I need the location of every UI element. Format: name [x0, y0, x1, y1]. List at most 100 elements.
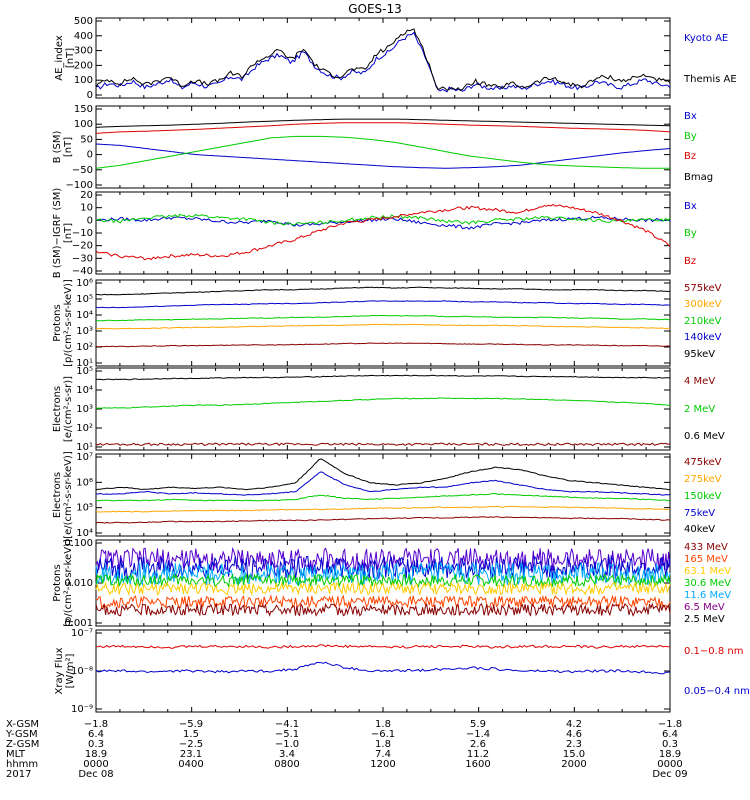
footer-value: 0.3 [88, 739, 104, 750]
series-line-30-6-mev [95, 572, 671, 588]
legend-label: 575keV [684, 283, 722, 294]
panel-frame [95, 105, 671, 189]
y-tick-label: 10⁷ [76, 452, 93, 463]
y-tick-label: 10⁻⁹ [71, 704, 93, 715]
y-axis-label: AE_index [nT] [54, 35, 76, 81]
y-axis-label-line: B (SM) [52, 130, 63, 163]
y-tick-label: 10⁶ [76, 278, 93, 289]
series-line-bx [95, 143, 671, 169]
legend-label: 150keV [684, 491, 722, 502]
y-axis-label: Electrons [e/(cm²-s-sr)] [52, 376, 74, 442]
footer-value: −5.1 [275, 729, 299, 740]
y-tick-label: 0 [87, 215, 93, 226]
legend-label: 0.05−0.4 nm [684, 686, 750, 697]
y-tick-label: 10⁴ [76, 310, 93, 321]
y-tick-label: 10² [76, 423, 93, 434]
y-tick-label: 0.010 [64, 578, 93, 589]
legend-label: By [684, 228, 697, 239]
footer-value: Dec 08 [78, 769, 113, 780]
y-tick-label: −30 [72, 253, 93, 264]
series-line-475kev [95, 516, 671, 524]
y-tick-label: 0.100 [64, 538, 93, 549]
y-axis-label-line: [nT] [63, 137, 74, 157]
series-line-40kev [95, 458, 671, 491]
y-axis-label-line: Electrons [52, 472, 63, 518]
footer-value: 4.2 [566, 719, 582, 730]
footer-value: 4.6 [566, 729, 582, 740]
series-line-kyoto-ae [95, 31, 671, 93]
footer-value: 1.8 [375, 719, 391, 730]
footer-value: −1.8 [658, 719, 682, 730]
footer-value: 0.3 [662, 739, 678, 750]
legend-label: 300keV [684, 299, 722, 310]
y-axis-label: Protons [p/(cm²-s-sr-keV)] [52, 539, 74, 627]
legend-label: 275keV [684, 474, 722, 485]
footer-value: 1600 [465, 759, 490, 770]
legend-label: 210keV [684, 316, 722, 327]
legend-label: 2.5 MeV [684, 614, 725, 625]
legend-label: 4 MeV [684, 376, 715, 387]
y-tick-label: −20 [72, 241, 93, 252]
footer-row-label: Z-GSM [6, 739, 39, 750]
series-line-by [95, 135, 670, 169]
series-line-bx [95, 215, 671, 230]
series-line-63-1-mev [95, 580, 671, 597]
series-line-0-05-0-4-nm [95, 661, 671, 675]
y-axis-label-line: B (SM)−IGRF (SM) [52, 188, 63, 279]
legend-label: 0.1−0.8 nm [684, 646, 743, 657]
y-axis-label-line: Xray Flux [54, 647, 65, 694]
legend-label: 75keV [684, 508, 715, 519]
y-tick-label: −100 [66, 180, 93, 191]
legend-label: 6.5 MeV [684, 602, 725, 613]
y-axis-label: B (SM) [nT] [52, 130, 74, 163]
y-tick-label: 10⁴ [76, 528, 93, 539]
legend-label: By [684, 131, 697, 142]
footer-ephemeris: X-GSM −1.8 −5.9 −4.1 1.8 5.9 4.2 −1.8 Y-GSM 6.4 1.… [5, 719, 688, 780]
y-tick-label: −10 [72, 228, 93, 239]
footer-value: −1.4 [466, 729, 490, 740]
legend-label: 11.6 MeV [684, 590, 731, 601]
y-tick-label: 150 [74, 104, 93, 115]
series-line-300kev [95, 323, 671, 330]
series-line-575kev [95, 342, 671, 348]
y-axis-label-line: [p/(cm²-s-sr-keV)] [63, 539, 74, 627]
series-line-140kev [95, 300, 671, 309]
legend-label: 433 MeV [684, 542, 728, 553]
series-line-bmag [95, 118, 670, 128]
series-line-bz [95, 203, 671, 261]
footer-value: 0000 [657, 759, 682, 770]
series-line-2-mev [95, 397, 671, 409]
series-line-0-6-mev [95, 374, 671, 381]
footer-value: 0800 [274, 759, 299, 770]
legend-label: 140keV [684, 332, 722, 343]
figure-title: GOES-13 [348, 2, 402, 16]
series-line-by [95, 213, 671, 226]
footer-row-label: X-GSM [6, 719, 39, 730]
panel-frame [95, 191, 671, 275]
footer-row-label: Y-GSM [5, 729, 38, 740]
footer-value: 1.8 [375, 739, 391, 750]
y-tick-label: 20 [80, 190, 93, 201]
y-axis-label-line: [e/(cm²-s-sr)] [63, 376, 74, 442]
footer-value: −1.8 [84, 719, 108, 730]
series-line-4-mev [95, 442, 671, 447]
footer-row-label: MLT [6, 749, 26, 760]
legend-label: Bz [684, 151, 696, 162]
footer-row-label: 2017 [6, 769, 31, 780]
y-axis-label-line: Protons [52, 304, 63, 341]
y-tick-label: 10³ [76, 404, 93, 415]
y-tick-label: 400 [74, 31, 93, 42]
y-tick-label: 10 [80, 203, 93, 214]
y-axis-label: Protons [p/(cm²-s-sr-keV)] [52, 279, 74, 367]
y-axis-label-line: [e/(cm²-s-sr-keV)] [63, 451, 74, 539]
series-line-11-6-mev [95, 561, 671, 587]
series-line-275kev [95, 505, 671, 513]
y-axis-label-line: [nT] [65, 48, 76, 68]
y-tick-label: −40 [72, 266, 93, 277]
y-axis-label-line: [p/(cm²-s-sr-keV)] [63, 279, 74, 367]
footer-value: 18.9 [659, 749, 681, 760]
footer-value: 11.2 [467, 749, 489, 760]
footer-value: 2000 [561, 759, 586, 770]
